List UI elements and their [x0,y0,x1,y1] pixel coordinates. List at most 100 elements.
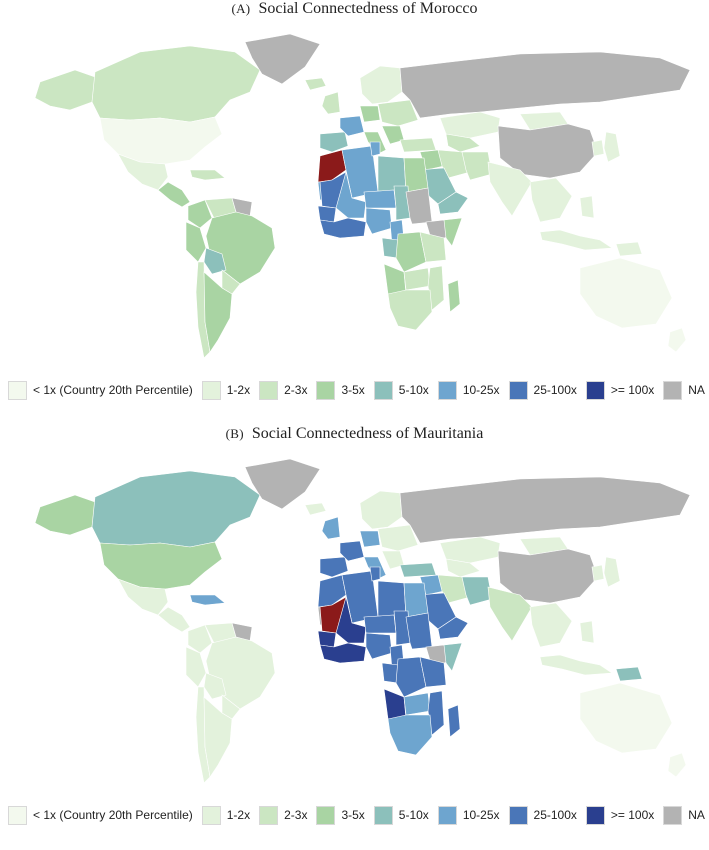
region-iran [437,149,471,179]
region-brazil [205,636,276,710]
region-gabon-congo [381,662,399,684]
legend-swatch [508,380,528,400]
region-india [487,161,533,217]
region-southern-africa [387,289,433,331]
world-map [34,33,691,359]
legend-item: 25-100x [508,805,577,825]
region-chad [393,185,411,221]
legend-swatch [259,805,279,825]
legend-swatch [316,380,336,400]
region-uk-ireland [321,516,341,540]
region-korea [591,564,605,582]
region-scandinavia [359,490,403,530]
region-chad [393,610,411,646]
region-colombia [187,199,213,229]
region-russia [399,476,691,544]
legend-item: 2-3x [259,380,307,400]
legend-swatch [585,380,605,400]
region-philippines [579,620,595,644]
legend-item: NA [663,380,705,400]
legend-label: < 1x (Country 20th Percentile) [33,808,193,822]
region-scandinavia [359,65,403,105]
region-mexico [117,153,169,191]
region-greenland [244,458,321,510]
legend-item: 1-2x [201,805,250,825]
region-tunisia [369,141,381,157]
legend-swatch [437,380,457,400]
region-new-zealand [667,327,687,353]
region-greenland [244,33,321,85]
region-southeast-asia [529,177,573,223]
region-niger [363,614,397,634]
legend-swatch [316,805,336,825]
region-benelux-germany [359,530,381,548]
region-japan [603,556,621,588]
region-iran [437,574,471,604]
region-australia [579,682,673,754]
legend-item: 10-25x [437,380,500,400]
region-east-africa [419,656,447,688]
region-alaska [34,69,96,111]
legend-label: 5-10x [398,383,429,397]
region-uk-ireland [321,91,341,115]
region-morocco [317,574,347,608]
legend-item: 5-10x [373,805,429,825]
legend-item: 2-3x [259,805,307,825]
region-brazil [205,211,276,285]
region-zambia [403,692,431,716]
legend-item: < 1x (Country 20th Percentile) [8,380,193,400]
region-east-africa [419,231,447,263]
region-png [615,666,643,682]
legend-item: NA [663,805,705,825]
legend-label: 1-2x [226,383,251,397]
legend-item: >= 100x [585,380,654,400]
region-colombia [187,624,213,654]
region-niger [363,189,397,209]
legend-swatch [373,805,393,825]
region-central-america [157,606,191,633]
region-philippines [579,195,595,219]
region-senegal-gambia [317,630,337,648]
region-japan [603,131,621,163]
legend-label: 5-10x [398,808,429,822]
legend-swatch [437,805,457,825]
legend-swatch [663,805,683,825]
region-iceland [304,77,327,91]
panel-tag: (A) [231,1,251,16]
region-central-america [157,181,191,208]
legend-label: >= 100x [610,808,655,822]
legend-swatch [373,380,393,400]
region-australia [579,257,673,329]
region-indonesia [539,654,613,676]
panel-title-text: Social Connectedness of Morocco [258,0,478,17]
region-argentina [203,696,233,778]
legend-swatch [259,380,279,400]
region-iceland [304,502,327,516]
legend-label: 25-100x [533,808,577,822]
region-china [497,548,599,604]
legend-swatch [585,805,605,825]
legend-item: 3-5x [316,805,365,825]
region-eastern-europe [377,524,419,552]
region-eastern-europe [377,99,419,127]
legend-item: 10-25x [437,805,500,825]
legend-item: 5-10x [373,380,429,400]
legend-swatch [508,805,528,825]
region-yemen-oman [437,616,469,640]
region-usa [99,116,223,165]
region-bolivia [203,672,227,700]
region-bolivia [203,247,227,275]
legend-swatch [8,805,27,825]
region-nigeria [365,207,393,235]
region-southeast-asia [529,602,573,648]
legend-label: < 1x (Country 20th Percentile) [33,383,193,397]
legend-swatch [201,805,221,825]
region-central-asia [445,558,481,578]
region-iberia [319,131,349,153]
region-horn [443,217,463,247]
map-legend: < 1x (Country 20th Percentile) 1-2x 2-3x 3-… [8,805,709,825]
region-sudan [405,612,433,650]
region-canada [91,470,261,548]
region-russia [399,51,691,119]
region-india [487,586,533,642]
